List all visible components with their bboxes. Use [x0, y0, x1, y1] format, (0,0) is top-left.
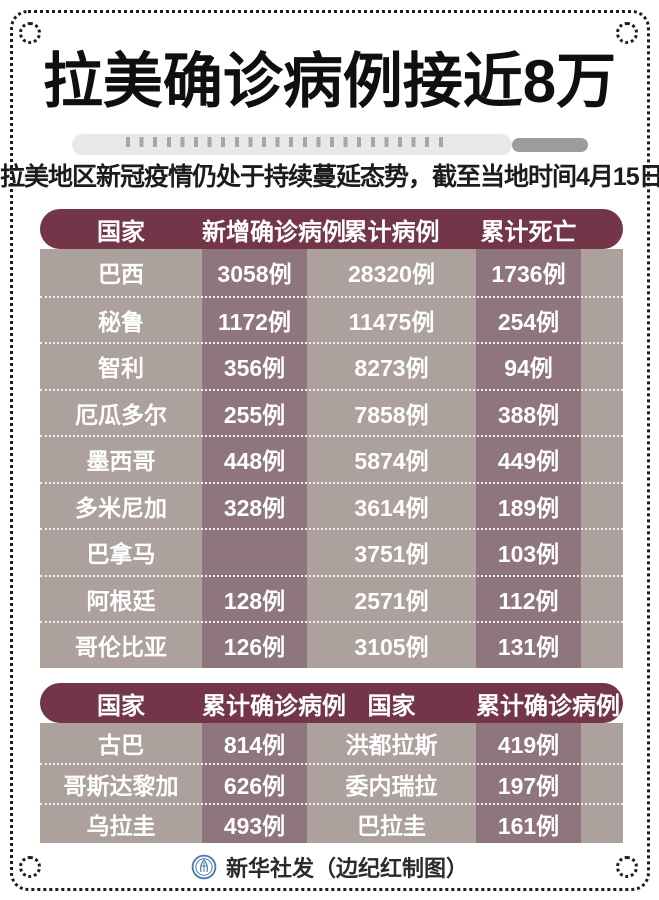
cell-country: 委内瑞拉: [345, 773, 438, 799]
table-row: 巴拿马 3751例 103例: [40, 528, 623, 575]
thermometer-cap: [512, 137, 588, 152]
cell-new-cases: 328例: [223, 494, 286, 521]
column-stripe-cases-left: [202, 723, 307, 843]
cell-country: 洪都拉斯: [345, 732, 438, 758]
cell-total-cases: 3751例: [354, 541, 429, 568]
cell-total-cases: 11475例: [348, 308, 435, 335]
column-stripe-cases-right: [476, 723, 581, 843]
table-row: 巴西 3058例 28320例 1736例: [40, 249, 623, 296]
cell-deaths: 254例: [497, 308, 560, 335]
cell-country: 巴拉圭: [357, 813, 426, 839]
cell-new-cases: 3058例: [217, 261, 292, 288]
table-row: 哥斯达黎加 626例 委内瑞拉 197例: [40, 763, 623, 803]
secondary-header-country-left: 国家: [97, 692, 145, 720]
table-row: 哥伦比亚 126例 3105例 131例: [40, 621, 623, 668]
main-table-body: 巴西 3058例 28320例 1736例 秘鲁 1172例 11475例 25…: [40, 249, 623, 668]
cell-country: 阿根廷: [86, 587, 156, 614]
table-row: 秘鲁 1172例 11475例 254例: [40, 295, 623, 343]
cell-total-cases: 7858例: [354, 401, 429, 428]
cell-country: 乌拉圭: [86, 813, 156, 839]
cell-new-cases: 128例: [223, 587, 286, 614]
cell-total-cases: 3105例: [354, 634, 429, 661]
cell-new-cases: 255例: [223, 401, 286, 428]
cell-deaths: 112例: [498, 587, 559, 614]
cell-total-cases: 8273例: [354, 355, 429, 382]
cell-deaths: 449例: [497, 448, 560, 475]
cell-total-cases: 2571例: [354, 587, 429, 614]
cell-new-cases: 1172例: [218, 308, 291, 335]
table-row: 厄瓜多尔 255例 7858例 388例: [40, 388, 623, 436]
cell-country: 古巴: [98, 732, 144, 758]
corner-circle-bottom-right-icon: [616, 856, 638, 878]
cell-cases: 626例: [223, 773, 286, 799]
thermometer-bar: [72, 134, 512, 155]
cell-cases: 161例: [497, 813, 560, 839]
table-row: 阿根廷 128例 2571例 112例: [40, 574, 623, 622]
table-row: 多米尼加 328例 3614例 189例: [40, 481, 623, 529]
table-row: 古巴 814例 洪都拉斯 419例: [40, 723, 623, 763]
cell-deaths: 94例: [504, 355, 553, 382]
main-header-new-cases: 新增确诊病例: [202, 218, 346, 246]
cell-deaths: 131例: [497, 634, 560, 661]
credit-text: 新华社发（边纪红制图）: [225, 856, 468, 881]
cell-country: 智利: [98, 355, 144, 382]
main-table: 国家 新增确诊病例 累计病例 累计死亡 巴西 3058例 28320例 1736…: [40, 209, 623, 668]
poster-title: 拉美确诊病例接近8万: [42, 48, 617, 115]
cell-deaths: 189例: [497, 494, 560, 521]
secondary-header-country-right: 国家: [367, 692, 416, 720]
secondary-header-cases-right: 累计确诊病例: [476, 692, 620, 720]
cell-country: 厄瓜多尔: [75, 401, 167, 428]
secondary-table-body: 古巴 814例 洪都拉斯 419例 哥斯达黎加 626例 委内瑞拉 197例 乌…: [40, 723, 623, 843]
main-header-deaths: 累计死亡: [480, 218, 577, 246]
thermometer-ticks: [126, 137, 444, 147]
cell-country: 哥伦比亚: [75, 634, 167, 661]
cell-cases: 197例: [497, 773, 560, 799]
cell-total-cases: 5874例: [354, 448, 429, 475]
cell-cases: 493例: [223, 813, 286, 839]
xinhua-logo-icon: [191, 854, 217, 880]
main-table-header: 国家 新增确诊病例 累计病例 累计死亡: [40, 209, 623, 249]
table-row: 乌拉圭 493例 巴拉圭 161例: [40, 803, 623, 843]
secondary-table: 国家 累计确诊病例 国家 累计确诊病例 古巴 814例 洪都拉斯 419例 哥斯…: [40, 683, 623, 843]
cell-country: 巴西: [98, 261, 144, 288]
cell-total-cases: 28320例: [348, 261, 435, 288]
cell-country: 哥斯达黎加: [63, 773, 179, 799]
main-header-country: 国家: [97, 218, 145, 246]
cell-country: 巴拿马: [86, 541, 156, 568]
cell-new-cases: 126例: [223, 634, 286, 661]
poster-subtitle: 拉美地区新冠疫情仍处于持续蔓延态势，截至当地时间4月15日: [0, 163, 659, 191]
cell-total-cases: 3614例: [354, 494, 429, 521]
thermometer-graphic: [72, 134, 591, 155]
cell-country: 墨西哥: [86, 448, 156, 475]
table-row: 智利 356例 8273例 94例: [40, 342, 623, 389]
secondary-table-header: 国家 累计确诊病例 国家 累计确诊病例: [40, 683, 623, 723]
cell-new-cases: 448例: [223, 448, 286, 475]
corner-circle-bottom-left-icon: [19, 856, 41, 878]
footer-credit: 新华社发（边纪红制图）: [0, 851, 659, 883]
corner-circle-top-left-icon: [19, 22, 41, 44]
dashed-border-frame: [10, 10, 650, 891]
corner-circle-top-right-icon: [616, 22, 638, 44]
main-header-total-cases: 累计病例: [343, 218, 440, 246]
cell-deaths: 103例: [497, 541, 560, 568]
table-row: 墨西哥 448例 5874例 449例: [40, 435, 623, 482]
secondary-header-cases-left: 累计确诊病例: [202, 692, 346, 720]
column-stripe-deaths: [476, 249, 581, 668]
cell-cases: 814例: [223, 732, 286, 758]
cell-deaths: 388例: [497, 401, 560, 428]
cell-deaths: 1736例: [491, 261, 566, 288]
cell-country: 多米尼加: [75, 494, 167, 521]
cell-country: 秘鲁: [98, 308, 144, 335]
cell-cases: 419例: [497, 732, 560, 758]
column-stripe-new-cases: [202, 249, 307, 668]
cell-new-cases: 356例: [223, 355, 286, 382]
